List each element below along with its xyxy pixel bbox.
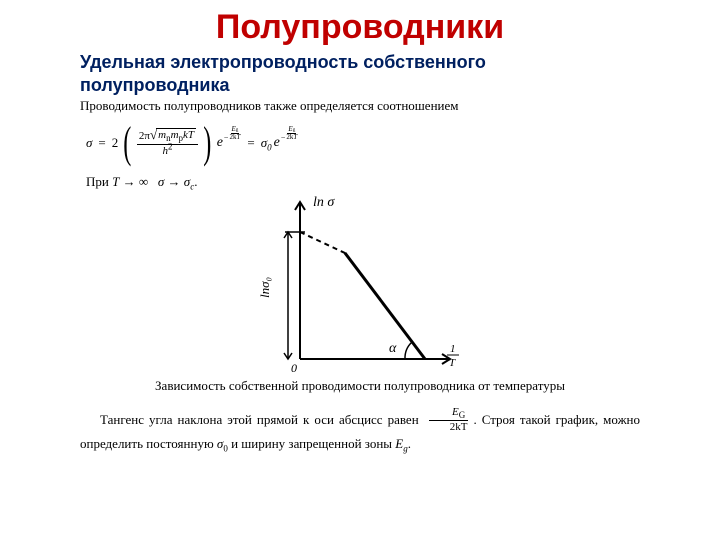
equals2: = <box>247 135 254 151</box>
two: 2 <box>112 135 119 151</box>
intro-text: Проводимость полупроводников также опред… <box>80 98 690 114</box>
graph-svg: ln σ lnσ₀ α 0 1 T <box>255 194 465 372</box>
main-fraction: 2π√mnmpkT h2 <box>137 128 198 157</box>
limit-text: При T → ∞ σ → σc. <box>86 174 690 190</box>
angle-label: α <box>389 341 397 356</box>
lnsigma0-label: lnσ₀ <box>257 277 272 298</box>
inline-frac: EG2kT <box>427 407 471 433</box>
x-frac-num: 1 <box>450 343 456 355</box>
origin-label: 0 <box>291 361 297 372</box>
rparen: ) <box>203 124 211 162</box>
sigma0: σ0 <box>261 135 272 151</box>
slide: Полупроводники Удельная электропроводнос… <box>0 0 720 540</box>
sigma: σ <box>86 135 92 151</box>
y-axis-label: ln σ <box>313 195 335 210</box>
graph-caption: Зависимость собственной проводимости пол… <box>30 378 690 394</box>
graph-container: ln σ lnσ₀ α 0 1 T <box>30 194 690 372</box>
equals: = <box>98 135 105 151</box>
page-subtitle: Удельная электропроводность собственного… <box>80 51 640 96</box>
x-frac-den: T <box>449 357 456 369</box>
page-title: Полупроводники <box>30 8 690 47</box>
formula: σ = 2 ( 2π√mnmpkT h2 ) e −Eg2kT = σ0 e <box>86 124 690 162</box>
exp1: e −Eg2kT <box>217 128 242 158</box>
exp2: e −Eg2kT <box>274 128 299 158</box>
lparen: ( <box>124 124 132 162</box>
bottom-paragraph: Тангенс угла наклона этой прямой к оси а… <box>80 408 640 454</box>
